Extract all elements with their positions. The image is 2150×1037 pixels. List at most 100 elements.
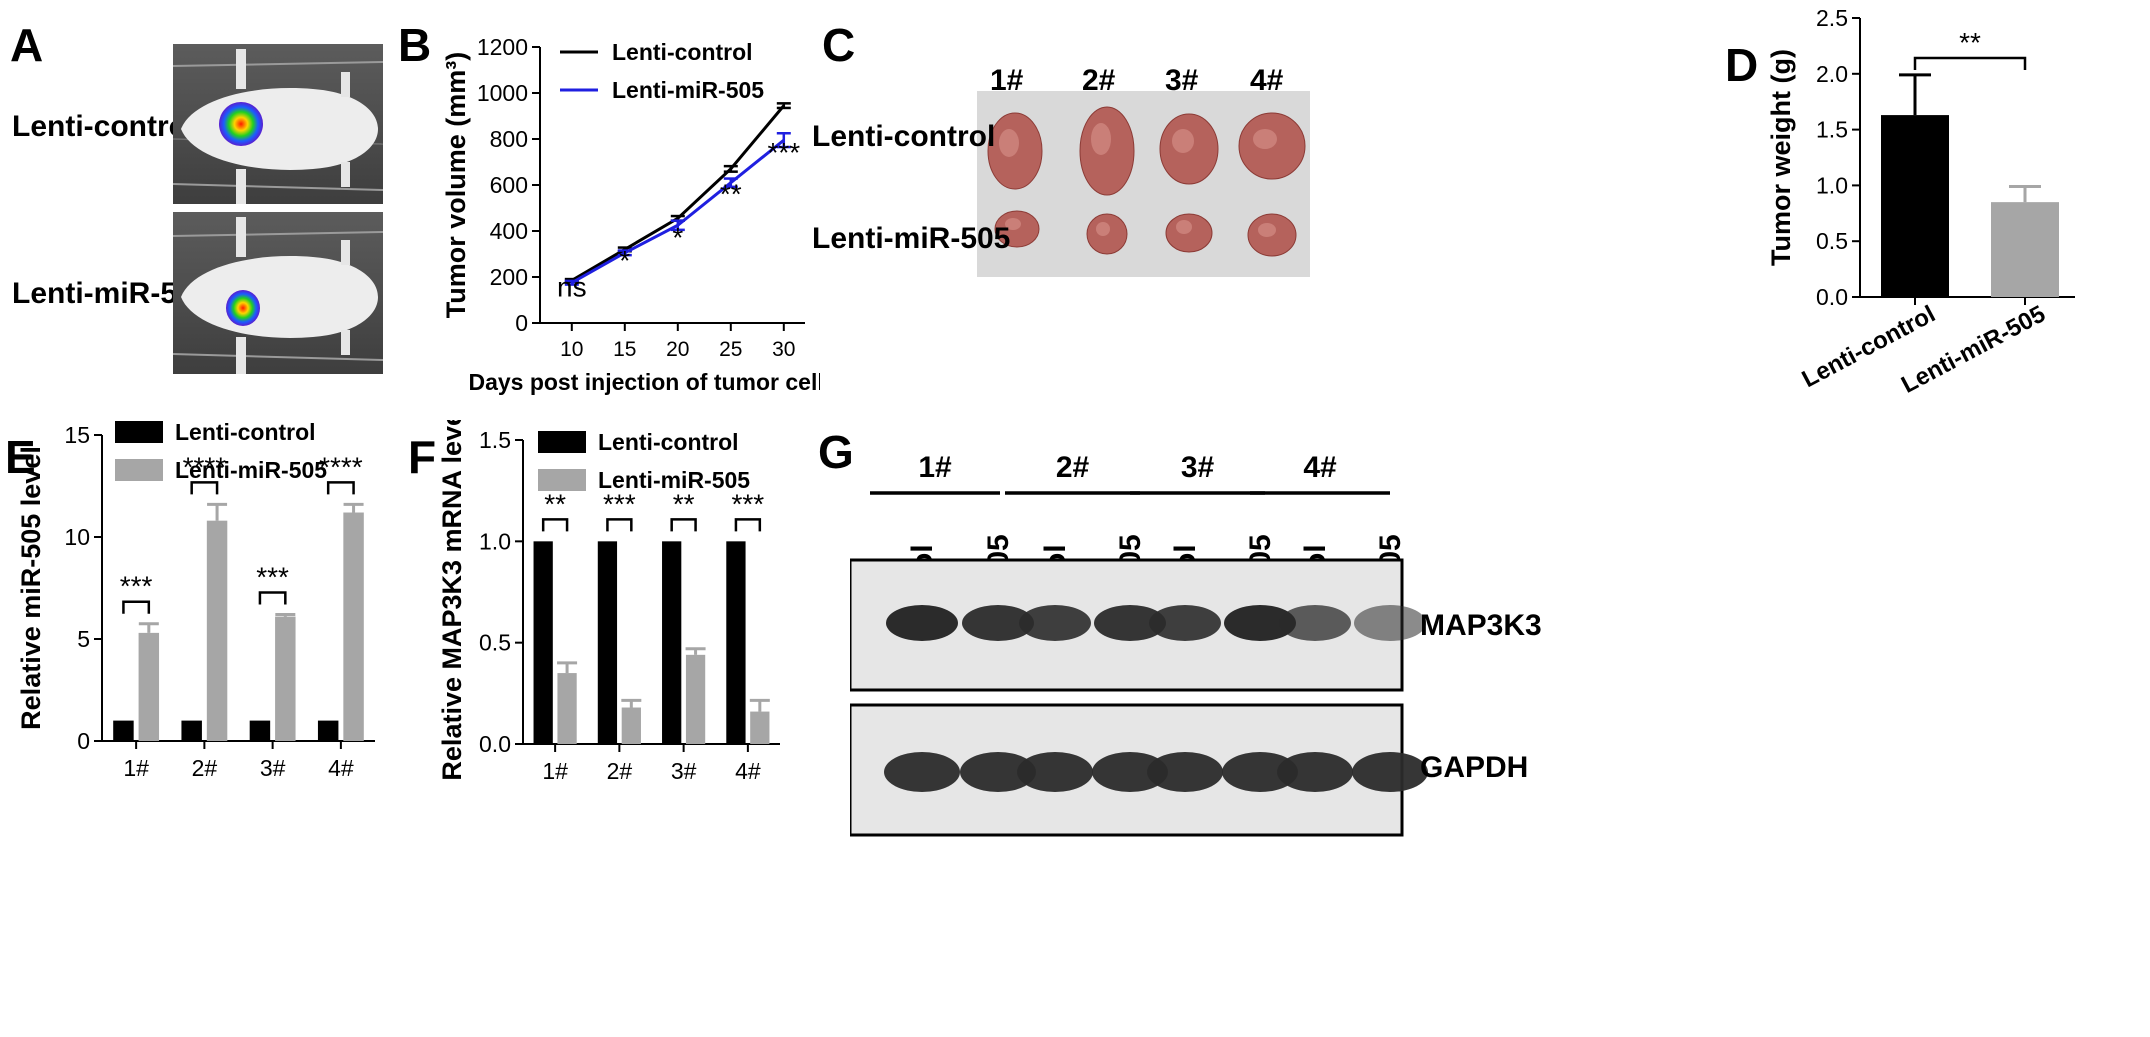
blot-group-label: 1#	[918, 455, 952, 484]
blot-group-label: 2#	[1056, 455, 1090, 484]
mouse-image-mir505	[173, 212, 383, 374]
blot-band	[1019, 605, 1091, 641]
panel-letter-e: E	[5, 431, 36, 483]
panel-e-bar-chart: 0 5 10 15 Relative miR-505 level 1# *** 2# **** 3…	[20, 420, 375, 781]
blot-band	[1017, 752, 1093, 792]
bar	[726, 541, 746, 744]
panel-letter-f: F	[408, 431, 437, 483]
x-tick-label: 4#	[735, 758, 761, 784]
x-tick-label: 15	[613, 338, 636, 361]
x-tick-label: 3#	[260, 755, 286, 781]
y-tick-label: 2.0	[1816, 61, 1848, 87]
legend-label: Lenti-control	[612, 39, 753, 65]
significance-label: **	[720, 178, 742, 209]
panel-letter-c: C	[822, 19, 856, 71]
significance-bracket	[190, 481, 219, 495]
bar	[685, 654, 706, 744]
y-tick-label: 0.0	[1816, 284, 1848, 310]
bar	[138, 632, 160, 741]
panel-c-col-label-2: 2#	[1082, 64, 1116, 97]
significance-bracket	[1913, 56, 2027, 70]
y-axis-label: Relative MAP3K3 mRNA level	[437, 420, 467, 781]
bar	[533, 541, 553, 744]
blot-band	[1279, 605, 1351, 641]
panel-f-bar-chart: 0.0 0.5 1.0 1.5 Relative MAP3K3 mRNA level 1#…	[437, 420, 780, 784]
significance-label: *	[619, 245, 630, 276]
y-tick-label: 0	[77, 728, 90, 754]
legend-label: Lenti-miR-505	[612, 77, 764, 103]
blot-band	[960, 752, 1036, 792]
blot-band	[1352, 752, 1428, 792]
blot-band	[1277, 752, 1353, 792]
x-axis-label: Days post injection of tumor cells	[468, 369, 820, 395]
y-tick-label: 800	[490, 126, 528, 152]
y-axis-label: Tumor weight (g)	[1766, 49, 1796, 266]
series-line	[571, 104, 785, 282]
y-tick-label: 1.0	[479, 528, 511, 554]
bar	[113, 720, 134, 741]
legend-swatch	[538, 431, 586, 453]
panel-c-tumor-photo	[977, 91, 1310, 277]
blot-group-label: 3#	[1181, 455, 1215, 484]
legend-label: Lenti-miR-505	[175, 457, 327, 483]
significance-label: ****	[183, 451, 227, 482]
x-tick-label: 30	[772, 338, 795, 361]
blot-band-label: MAP3K3	[1420, 609, 1542, 642]
significance-label: ***	[732, 488, 765, 519]
legend-swatch	[115, 459, 163, 481]
x-tick-label: 4#	[328, 755, 354, 781]
bar	[343, 512, 364, 741]
significance-bracket	[326, 481, 355, 495]
x-tick-label: 2#	[607, 758, 633, 784]
panel-letter-g: G	[818, 426, 854, 478]
y-tick-label: 1.0	[1816, 172, 1848, 198]
x-tick-label: 1#	[542, 758, 568, 784]
y-tick-label: 1.5	[479, 427, 511, 453]
legend-swatch	[538, 469, 586, 491]
blot-band	[1149, 605, 1221, 641]
blot-band	[962, 605, 1034, 641]
significance-label: ***	[120, 571, 153, 602]
x-tick-label: 25	[719, 338, 742, 361]
significance-bracket	[258, 591, 287, 605]
y-tick-label: 400	[490, 218, 528, 244]
panel-c-row-label-control: Lenti-control	[812, 120, 996, 153]
y-tick-label: 0.0	[479, 731, 511, 757]
panel-c-col-label-3: 3#	[1165, 64, 1199, 97]
blot-band	[1092, 752, 1168, 792]
panel-c-col-label-4: 4#	[1250, 64, 1284, 97]
significance-label: ****	[319, 451, 363, 482]
significance-label: **	[544, 488, 566, 519]
panel-c-row-label-mir505: Lenti-miR-505	[812, 222, 1011, 255]
panel-a-mouse-images	[173, 44, 383, 374]
legend-label: Lenti-control	[598, 429, 739, 455]
blot-band-label: GAPDH	[1420, 751, 1528, 784]
blot-band	[884, 752, 960, 792]
blot-band	[886, 605, 958, 641]
y-tick-label: 1000	[477, 80, 528, 106]
y-tick-label: 600	[490, 172, 528, 198]
bar	[621, 707, 641, 744]
y-axis-label: Relative miR-505 level	[20, 446, 46, 730]
significance-label: **	[673, 488, 695, 519]
y-axis-label: Tumor volume (mm³)	[441, 52, 471, 319]
x-tick-label: 1#	[123, 755, 149, 781]
y-tick-label: 1200	[477, 34, 528, 60]
bar	[750, 711, 770, 744]
bar	[181, 720, 202, 741]
significance-bracket	[122, 600, 151, 614]
panel-letter-d: D	[1725, 39, 1759, 91]
y-tick-label: 200	[490, 264, 528, 290]
bar	[317, 720, 339, 741]
y-tick-label: 1.5	[1816, 117, 1848, 143]
bar	[275, 616, 296, 741]
panel-c-col-label-1: 1#	[990, 64, 1024, 97]
bar	[662, 541, 682, 744]
y-tick-label: 0.5	[479, 630, 511, 656]
significance-bracket	[606, 518, 633, 532]
significance-label: ns	[557, 272, 587, 303]
bar	[1991, 202, 2059, 297]
y-tick-label: 5	[77, 626, 90, 652]
legend-label: Lenti-miR-505	[598, 467, 750, 493]
panel-b-line-chart: 0 200 400 600 800 1000 1200 10 15 20 25 30 Days post…	[441, 34, 820, 395]
